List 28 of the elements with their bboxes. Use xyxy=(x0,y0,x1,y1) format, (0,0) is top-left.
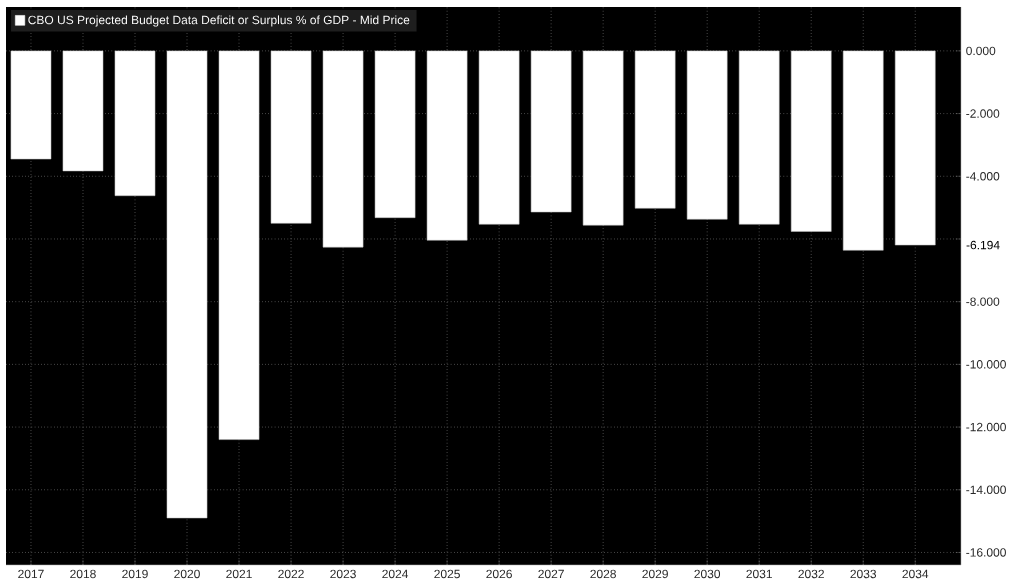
x-tick-label: 2023 xyxy=(330,569,356,579)
y-tick-label: -4.000 xyxy=(966,172,1000,181)
y-tick-label: -2.000 xyxy=(966,109,1000,118)
y-tick-label: -8.000 xyxy=(966,297,1000,306)
x-tick-label: 2031 xyxy=(746,569,772,579)
x-tick-label: 2030 xyxy=(694,569,721,579)
x-tick-label: 2026 xyxy=(486,569,512,579)
y-tick-label: -14.000 xyxy=(966,485,1006,495)
x-tick-label: 2032 xyxy=(798,569,824,579)
x-tick-label: 2028 xyxy=(590,569,616,579)
text: -6.194 xyxy=(966,240,1000,250)
x-tick-label: 2019 xyxy=(122,569,148,579)
y-tick-label: -10.000 xyxy=(966,360,1006,369)
x-tick-label: 2018 xyxy=(70,569,96,579)
x-tick-label: 2025 xyxy=(434,569,460,579)
y-tick-label: -16.000 xyxy=(966,548,1006,557)
y-tick-label: 0.000 xyxy=(966,46,996,56)
x-tick-label: 2022 xyxy=(278,569,304,579)
y-tick-label: -12.000 xyxy=(966,422,1006,432)
x-tick-label: 2034 xyxy=(902,569,929,579)
x-tick-label: 2021 xyxy=(226,569,252,579)
x-tick-label: 2024 xyxy=(382,569,409,579)
x-tick-label: 2017 xyxy=(18,569,44,579)
x-tick-label: 2029 xyxy=(642,569,668,579)
x-tick-label: 2033 xyxy=(850,569,877,579)
x-tick-label: 2027 xyxy=(538,569,564,579)
x-tick-label: 2020 xyxy=(174,569,200,579)
legend-label: CBO US Projected Budget Data Deficit or Surplus % of GDP - Mid Price xyxy=(28,15,410,27)
